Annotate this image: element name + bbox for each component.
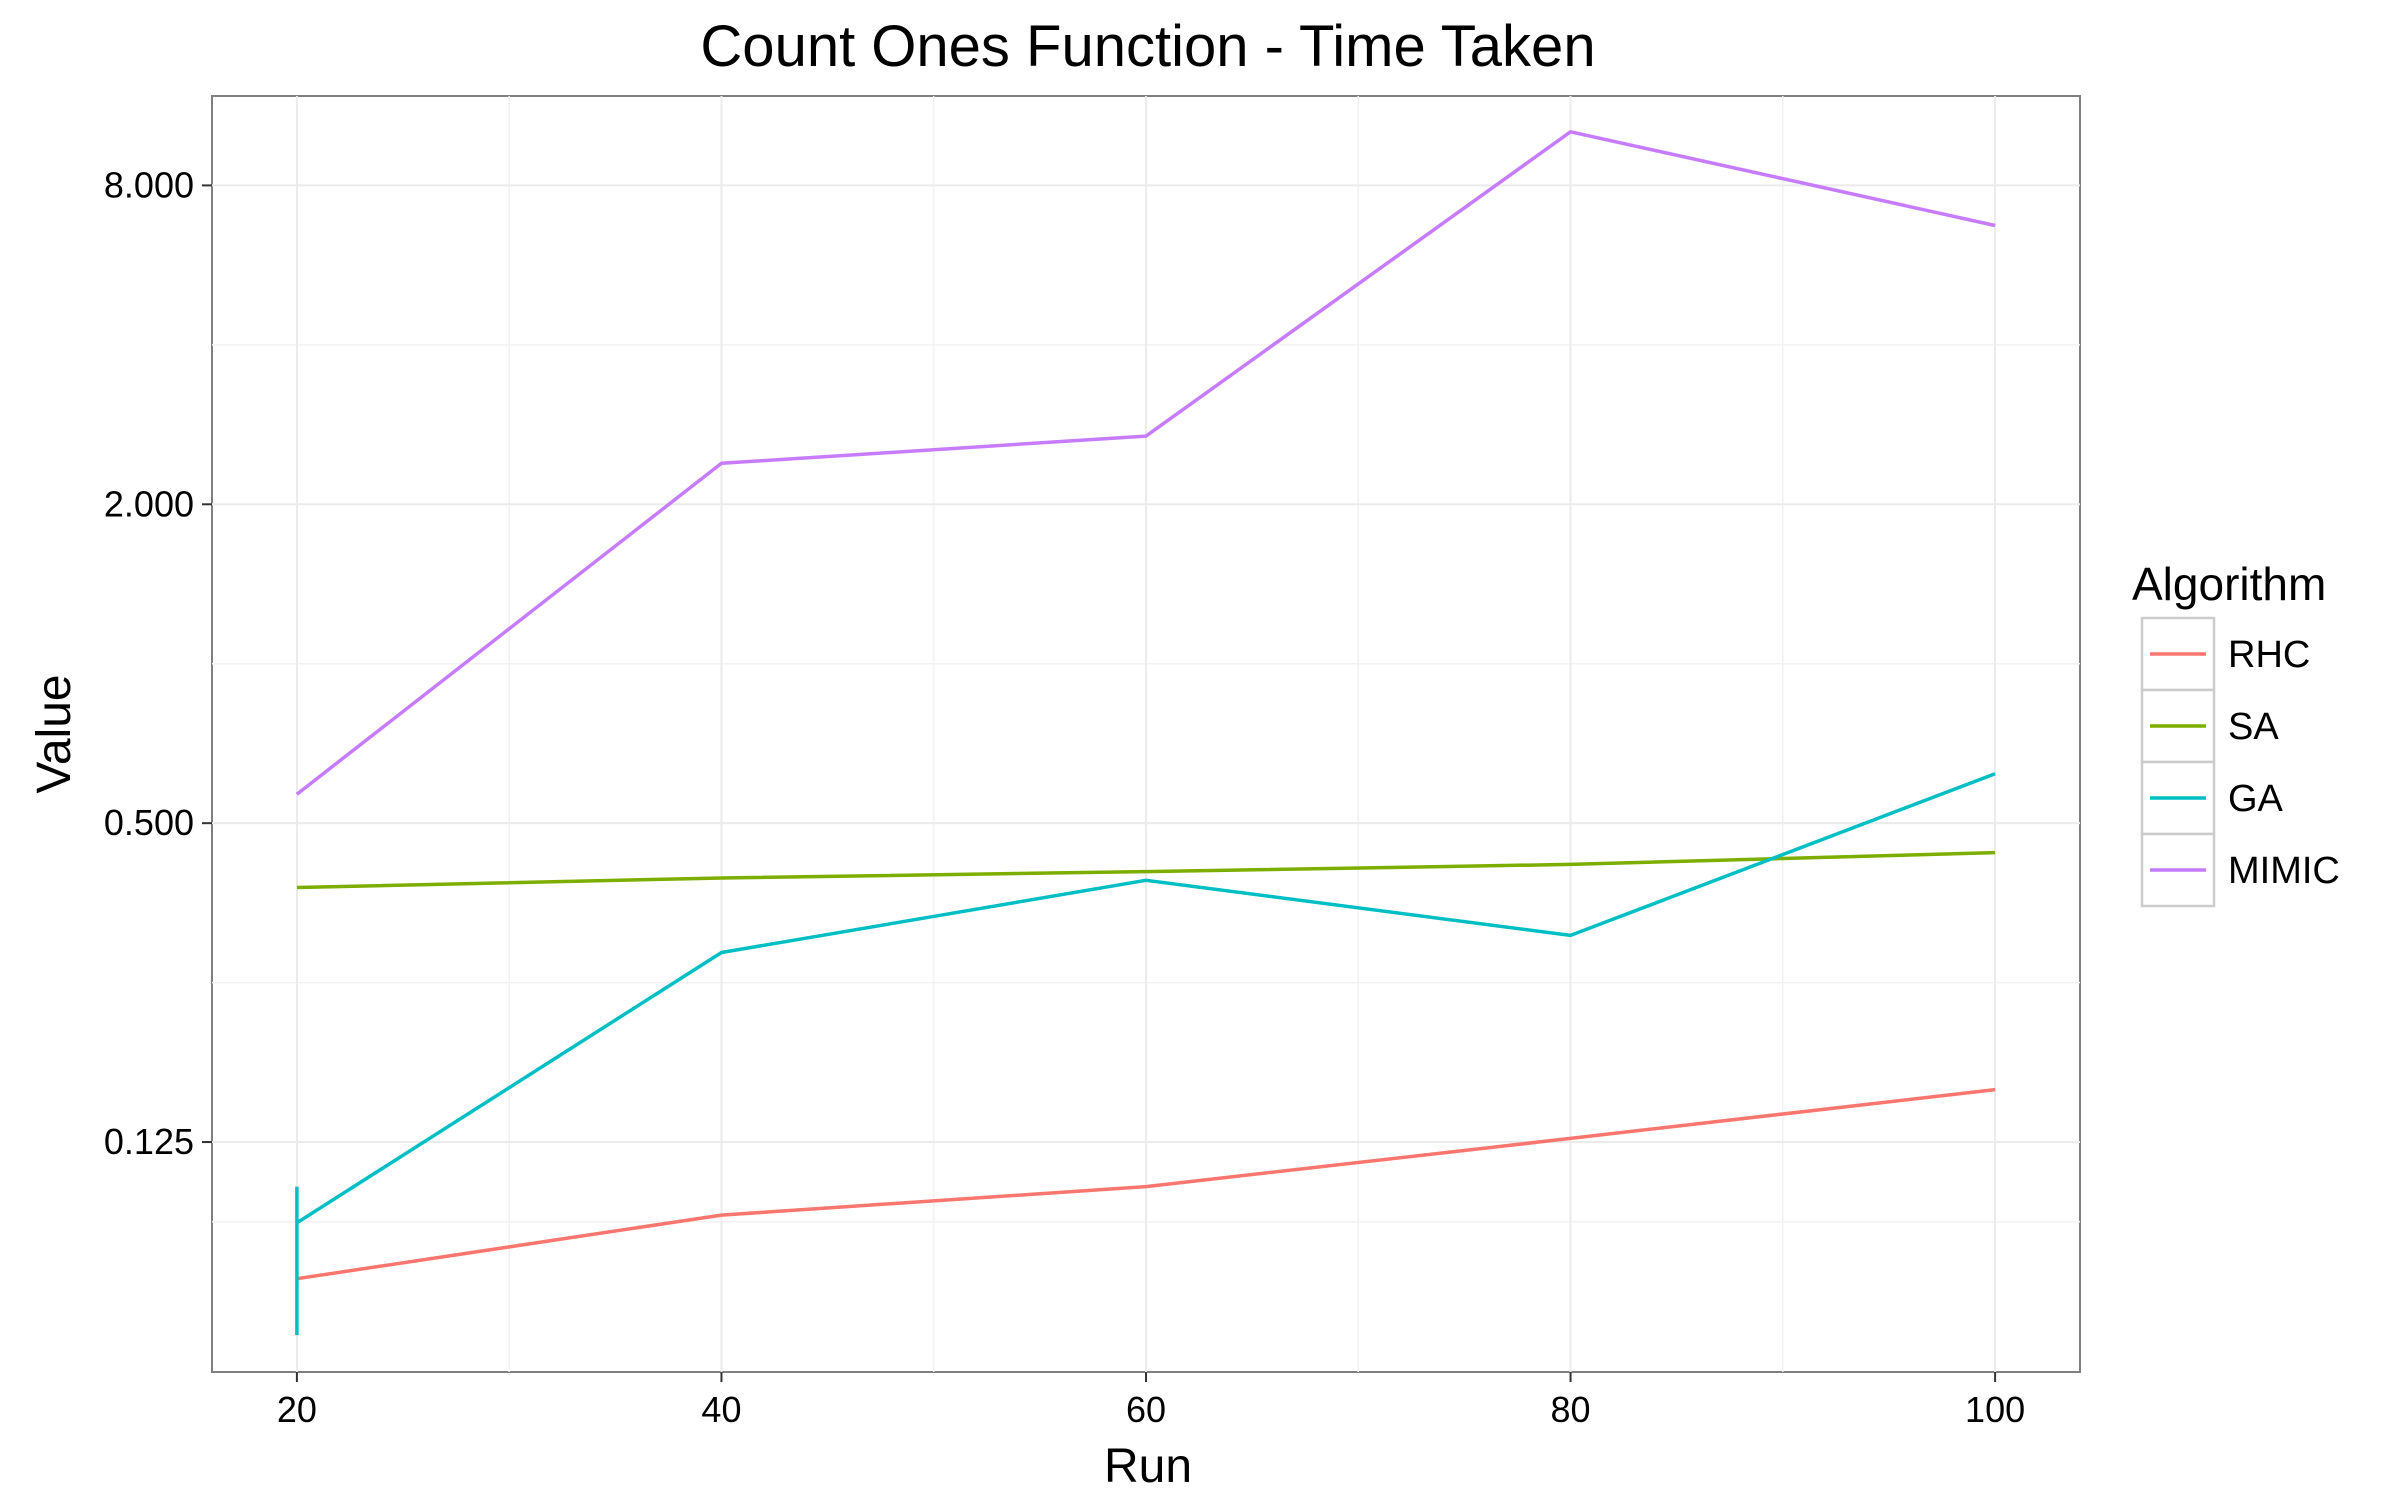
legend-label-sa: SA (2228, 706, 2279, 748)
series-line-sa (296, 850, 1996, 890)
x-tick-label: 60 (1126, 1389, 1166, 1430)
chart-title: Count Ones Function - Time Taken (700, 14, 1595, 79)
x-tick-label: 20 (277, 1389, 317, 1430)
series-lines (295, 130, 1996, 1336)
y-axis-label: Value (28, 674, 81, 793)
legend-label-ga: GA (2228, 778, 2284, 820)
y-axis: 0.125 0.500 2.000 8.000 (104, 164, 212, 1162)
series-line-rhc (296, 1087, 1996, 1281)
x-axis-label: Run (1104, 1440, 1192, 1493)
legend-label-rhc: RHC (2228, 634, 2310, 676)
x-tick-label: 40 (701, 1389, 741, 1430)
x-tick-label: 80 (1551, 1389, 1591, 1430)
legend: Algorithm RHC SA GA MIMIC (2132, 558, 2340, 908)
legend-title: Algorithm (2132, 558, 2326, 610)
x-tick-label: 100 (1965, 1389, 2025, 1430)
y-tick-label: 0.500 (104, 802, 194, 843)
y-tick-label: 2.000 (104, 483, 194, 524)
x-axis: 20 40 60 80 100 (277, 1372, 2025, 1430)
series-line-ga (295, 772, 1996, 1225)
grid (212, 96, 2080, 1372)
y-tick-label: 0.125 (104, 1121, 194, 1162)
y-tick-label: 8.000 (104, 164, 194, 205)
legend-label-mimic: MIMIC (2228, 850, 2340, 892)
series-line-mimic (295, 130, 1996, 796)
